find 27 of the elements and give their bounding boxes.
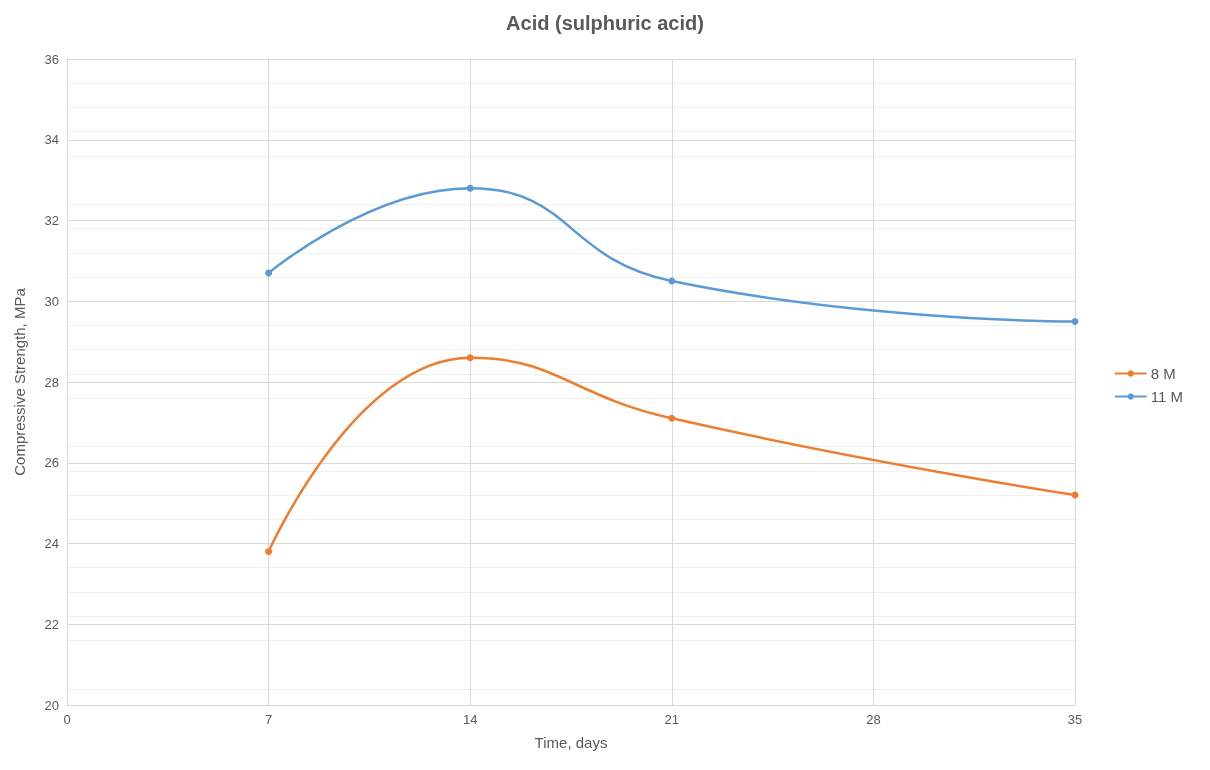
- y-axis-title: Compressive Strength, MPa: [11, 287, 28, 476]
- point: [466, 354, 474, 362]
- x-tick-label: 14: [462, 712, 478, 727]
- x-axis-title: Time, days: [534, 734, 608, 751]
- y-tick-label: 34: [44, 132, 59, 148]
- x-tick-label: 28: [866, 712, 881, 727]
- legend-label: 8 M: [1150, 365, 1176, 382]
- y-tick-label: 28: [44, 374, 59, 390]
- x-tick-label: 7: [264, 712, 273, 727]
- point: [1071, 317, 1079, 325]
- point: [466, 184, 474, 192]
- legend-label: 11 M: [1150, 388, 1183, 405]
- point: [668, 414, 676, 422]
- y-tick-label: 26: [44, 455, 59, 471]
- y-tick-label: 24: [44, 536, 59, 551]
- x-tick-label: 35: [1067, 712, 1083, 727]
- y-tick-label: 20: [44, 697, 59, 713]
- y-tick-label: 22: [44, 616, 59, 632]
- point: [265, 548, 273, 556]
- chart-title: Acid (sulphuric acid): [506, 12, 704, 34]
- y-tick-label: 30: [44, 293, 59, 309]
- y-tick-label: 32: [44, 213, 59, 228]
- point: [265, 269, 273, 277]
- x-tick-label: 21: [664, 712, 680, 727]
- point: [668, 277, 676, 285]
- x-tick-label: 0: [63, 712, 71, 727]
- y-tick-label: 36: [44, 51, 59, 67]
